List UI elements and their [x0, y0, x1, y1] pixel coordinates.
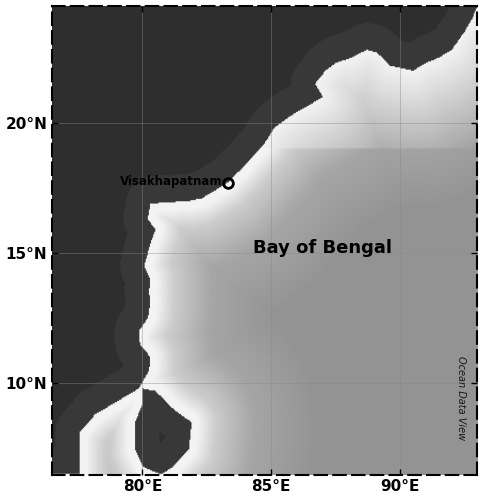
Text: Ocean Data View: Ocean Data View: [456, 356, 466, 440]
Text: Visakhapatnam: Visakhapatnam: [120, 175, 222, 188]
Text: Bay of Bengal: Bay of Bengal: [254, 239, 392, 257]
